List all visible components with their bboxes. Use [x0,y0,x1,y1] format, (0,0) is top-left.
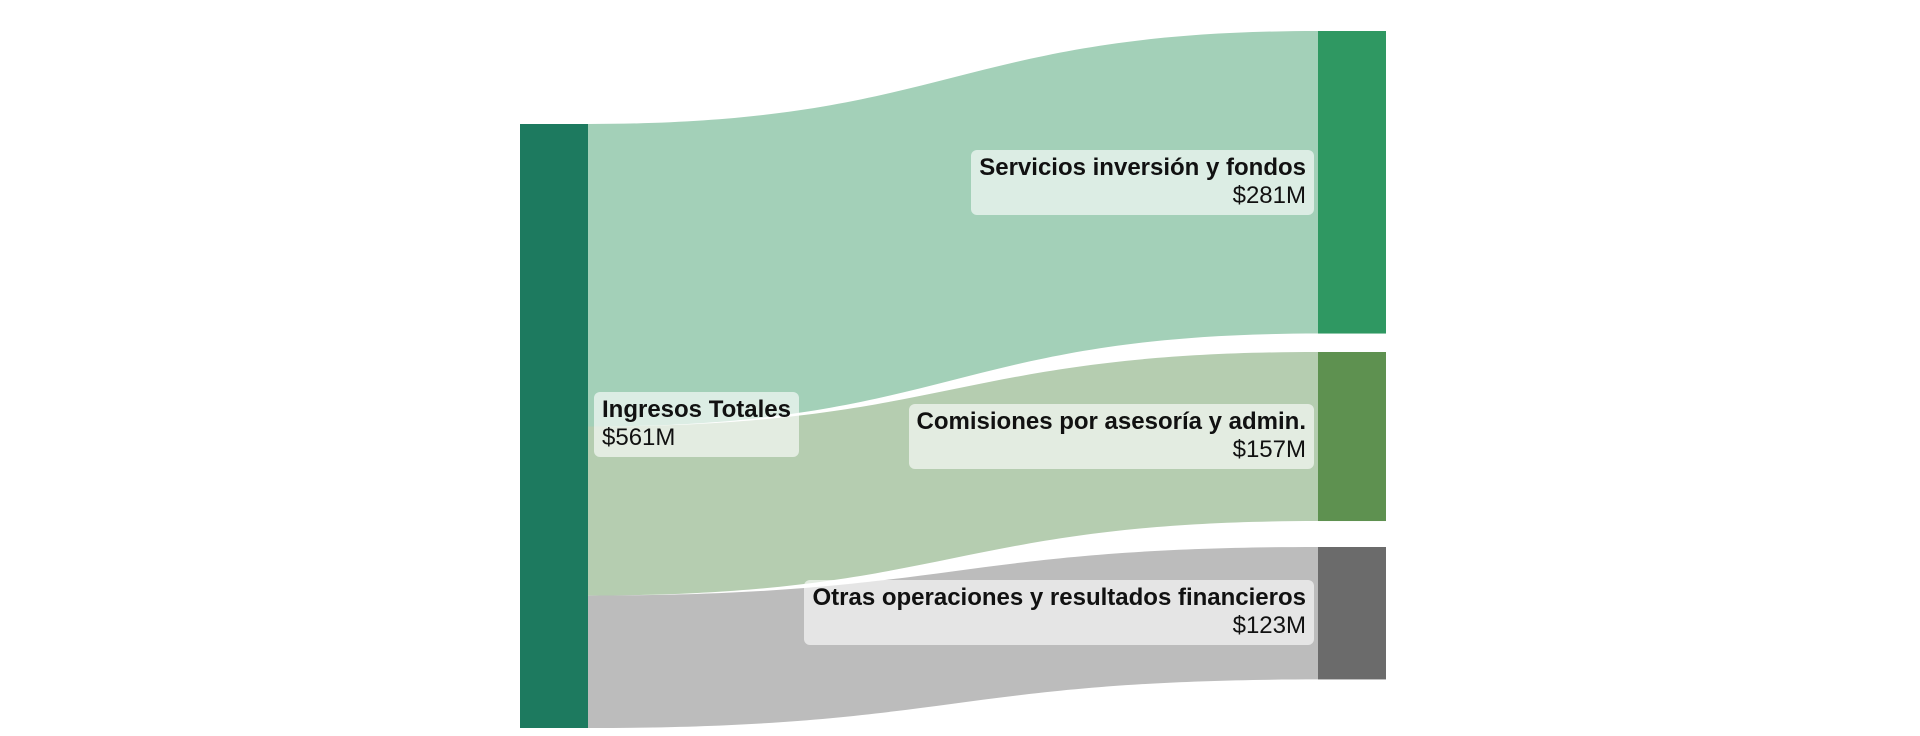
node-name-otras: Otras operaciones y resultados financier… [812,584,1306,611]
node-name-servicios: Servicios inversión y fondos [979,154,1306,181]
node-label-total: Ingresos Totales $561M [594,392,799,457]
node-value-otras: $123M [1232,612,1306,639]
node-label-comisiones: Comisiones por asesoría y admin. $157M [908,404,1314,469]
node-name-total: Ingresos Totales [602,396,791,423]
sankey-nodes [520,31,1386,728]
node-bar-servicios [1318,31,1386,334]
node-bar-otras [1318,547,1386,680]
node-name-comisiones: Comisiones por asesoría y admin. [916,408,1306,435]
node-bar-total [520,124,588,728]
node-label-otras: Otras operaciones y resultados financier… [804,580,1314,645]
node-value-total: $561M [602,424,676,451]
node-value-servicios: $281M [1232,182,1306,209]
node-bar-comisiones [1318,352,1386,522]
node-value-comisiones: $157M [1232,436,1306,463]
node-label-servicios: Servicios inversión y fondos $281M [971,150,1314,215]
link-servicios [588,31,1318,427]
